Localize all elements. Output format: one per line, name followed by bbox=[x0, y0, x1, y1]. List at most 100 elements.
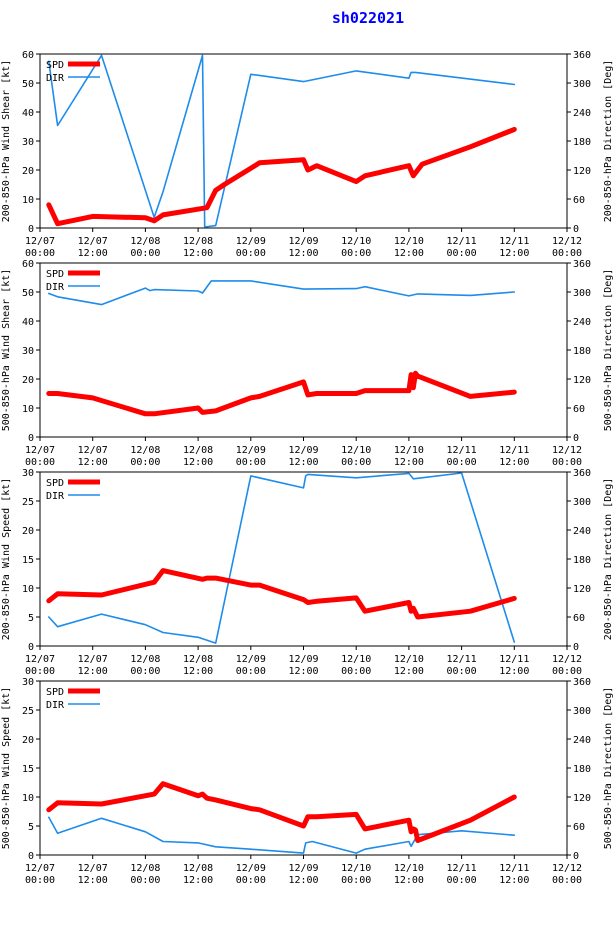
y-tick-label: 25 bbox=[22, 497, 34, 508]
y-tick-label: 10 bbox=[22, 793, 34, 804]
x-tick-label-time: 00:00 bbox=[552, 457, 582, 468]
y-tick-label: 30 bbox=[22, 137, 34, 148]
x-tick-label-time: 12:00 bbox=[183, 248, 213, 259]
legend-label-spd: SPD bbox=[46, 269, 64, 280]
y2-tick-label: 120 bbox=[573, 375, 591, 386]
x-tick-label-date: 12/08 bbox=[183, 863, 213, 874]
x-tick-label-date: 12/10 bbox=[341, 236, 371, 247]
x-tick-label-date: 12/10 bbox=[394, 863, 424, 874]
x-tick-label-date: 12/09 bbox=[236, 445, 266, 456]
x-tick-label-date: 12/09 bbox=[288, 863, 318, 874]
x-tick-label-time: 00:00 bbox=[130, 875, 160, 886]
x-tick-label-time: 00:00 bbox=[341, 248, 371, 259]
y2-tick-label: 0 bbox=[573, 642, 579, 653]
y-tick-label: 50 bbox=[22, 288, 34, 299]
y2-tick-label: 60 bbox=[573, 404, 585, 415]
x-tick-label-time: 12:00 bbox=[499, 875, 529, 886]
x-tick-label-time: 12:00 bbox=[183, 457, 213, 468]
y-tick-label: 20 bbox=[22, 166, 34, 177]
x-tick-label-date: 12/07 bbox=[25, 445, 55, 456]
legend-label-dir: DIR bbox=[46, 700, 65, 711]
x-tick-label-time: 12:00 bbox=[394, 457, 424, 468]
spd-series-line bbox=[46, 568, 517, 620]
x-tick-label-date: 12/12 bbox=[552, 445, 582, 456]
spd-series-line bbox=[46, 370, 517, 417]
y2-tick-label: 120 bbox=[573, 793, 591, 804]
x-tick-label-date: 12/08 bbox=[130, 236, 160, 247]
x-tick-label-time: 12:00 bbox=[288, 457, 318, 468]
x-tick-label-date: 12/09 bbox=[236, 863, 266, 874]
y-tick-label: 40 bbox=[22, 108, 34, 119]
x-tick-label-time: 12:00 bbox=[394, 875, 424, 886]
y2-tick-label: 60 bbox=[573, 195, 585, 206]
x-tick-label-time: 00:00 bbox=[447, 457, 477, 468]
y-tick-label: 60 bbox=[22, 50, 34, 61]
x-tick-label-date: 12/10 bbox=[341, 863, 371, 874]
x-tick-label-date: 12/07 bbox=[25, 863, 55, 874]
x-tick-label-time: 12:00 bbox=[288, 875, 318, 886]
page-title: sh022021 bbox=[331, 9, 405, 27]
y2-tick-label: 360 bbox=[573, 50, 591, 61]
x-tick-label-date: 12/12 bbox=[552, 863, 582, 874]
dir-series-line bbox=[47, 472, 516, 644]
y-tick-label: 50 bbox=[22, 79, 34, 90]
y-axis-label: 500-850-hPa Wind Speed [kt] bbox=[1, 687, 12, 850]
chart-panel-4: 12/0700:0012/0712:0012/0800:0012/0812:00… bbox=[1, 677, 614, 886]
y2-axis-label: 200-850-hPa Direction [Deg] bbox=[603, 478, 614, 641]
y-tick-label: 20 bbox=[22, 735, 34, 746]
x-tick-label-time: 12:00 bbox=[394, 248, 424, 259]
x-tick-label-date: 12/09 bbox=[288, 445, 318, 456]
legend-label-spd: SPD bbox=[46, 478, 64, 489]
legend-label-spd: SPD bbox=[46, 687, 64, 698]
y-tick-label: 30 bbox=[22, 346, 34, 357]
y2-tick-label: 240 bbox=[573, 317, 591, 328]
x-tick-label-date: 12/10 bbox=[394, 236, 424, 247]
spd-series-line bbox=[46, 781, 517, 843]
y2-tick-label: 60 bbox=[573, 822, 585, 833]
x-tick-label-date: 12/09 bbox=[288, 654, 318, 665]
x-tick-label-time: 00:00 bbox=[25, 457, 55, 468]
y2-tick-label: 300 bbox=[573, 706, 591, 717]
chart-panel-2: 12/0700:0012/0712:0012/0800:0012/0812:00… bbox=[1, 259, 614, 468]
x-tick-label-date: 12/07 bbox=[25, 236, 55, 247]
x-tick-label-time: 00:00 bbox=[552, 666, 582, 677]
chart-panel-3: 12/0700:0012/0712:0012/0800:0012/0812:00… bbox=[1, 468, 614, 677]
x-tick-label-time: 00:00 bbox=[130, 248, 160, 259]
y-tick-label: 0 bbox=[28, 851, 34, 862]
y2-tick-label: 240 bbox=[573, 108, 591, 119]
x-tick-label-date: 12/12 bbox=[552, 654, 582, 665]
x-tick-label-time: 12:00 bbox=[288, 666, 318, 677]
y2-tick-label: 60 bbox=[573, 613, 585, 624]
y2-tick-label: 0 bbox=[573, 433, 579, 444]
x-tick-label-date: 12/11 bbox=[499, 445, 529, 456]
x-tick-label-time: 00:00 bbox=[552, 875, 582, 886]
x-tick-label-date: 12/10 bbox=[394, 654, 424, 665]
y2-tick-label: 360 bbox=[573, 259, 591, 270]
x-tick-label-time: 00:00 bbox=[447, 666, 477, 677]
x-tick-label-time: 12:00 bbox=[78, 457, 108, 468]
x-tick-label-date: 12/10 bbox=[341, 654, 371, 665]
x-tick-label-date: 12/08 bbox=[130, 863, 160, 874]
x-tick-label-time: 00:00 bbox=[236, 666, 266, 677]
x-tick-label-date: 12/11 bbox=[447, 863, 477, 874]
x-tick-label-date: 12/11 bbox=[499, 654, 529, 665]
y-tick-label: 60 bbox=[22, 259, 34, 270]
y-tick-label: 10 bbox=[22, 195, 34, 206]
x-tick-label-date: 12/08 bbox=[183, 654, 213, 665]
y2-tick-label: 0 bbox=[573, 851, 579, 862]
x-tick-label-date: 12/07 bbox=[78, 236, 108, 247]
x-tick-label-time: 12:00 bbox=[78, 248, 108, 259]
x-tick-label-time: 00:00 bbox=[236, 457, 266, 468]
x-tick-label-time: 00:00 bbox=[341, 666, 371, 677]
y2-tick-label: 300 bbox=[573, 497, 591, 508]
x-tick-label-time: 00:00 bbox=[447, 875, 477, 886]
x-tick-label-time: 00:00 bbox=[447, 248, 477, 259]
x-tick-label-date: 12/09 bbox=[288, 236, 318, 247]
y-tick-label: 10 bbox=[22, 584, 34, 595]
x-tick-label-time: 12:00 bbox=[183, 666, 213, 677]
x-tick-label-date: 12/07 bbox=[78, 445, 108, 456]
x-tick-label-date: 12/11 bbox=[447, 445, 477, 456]
x-tick-label-time: 00:00 bbox=[552, 248, 582, 259]
x-tick-label-date: 12/08 bbox=[183, 236, 213, 247]
